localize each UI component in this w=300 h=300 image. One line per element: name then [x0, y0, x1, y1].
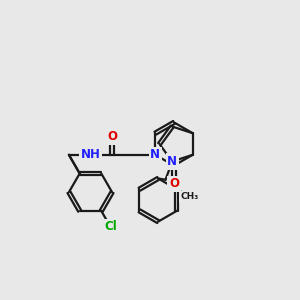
Text: N: N: [150, 148, 160, 161]
Text: CH₃: CH₃: [181, 192, 199, 201]
Text: NH: NH: [81, 148, 100, 161]
Text: N: N: [167, 155, 177, 168]
Text: O: O: [169, 178, 179, 190]
Text: O: O: [107, 130, 117, 143]
Text: Cl: Cl: [104, 220, 117, 233]
